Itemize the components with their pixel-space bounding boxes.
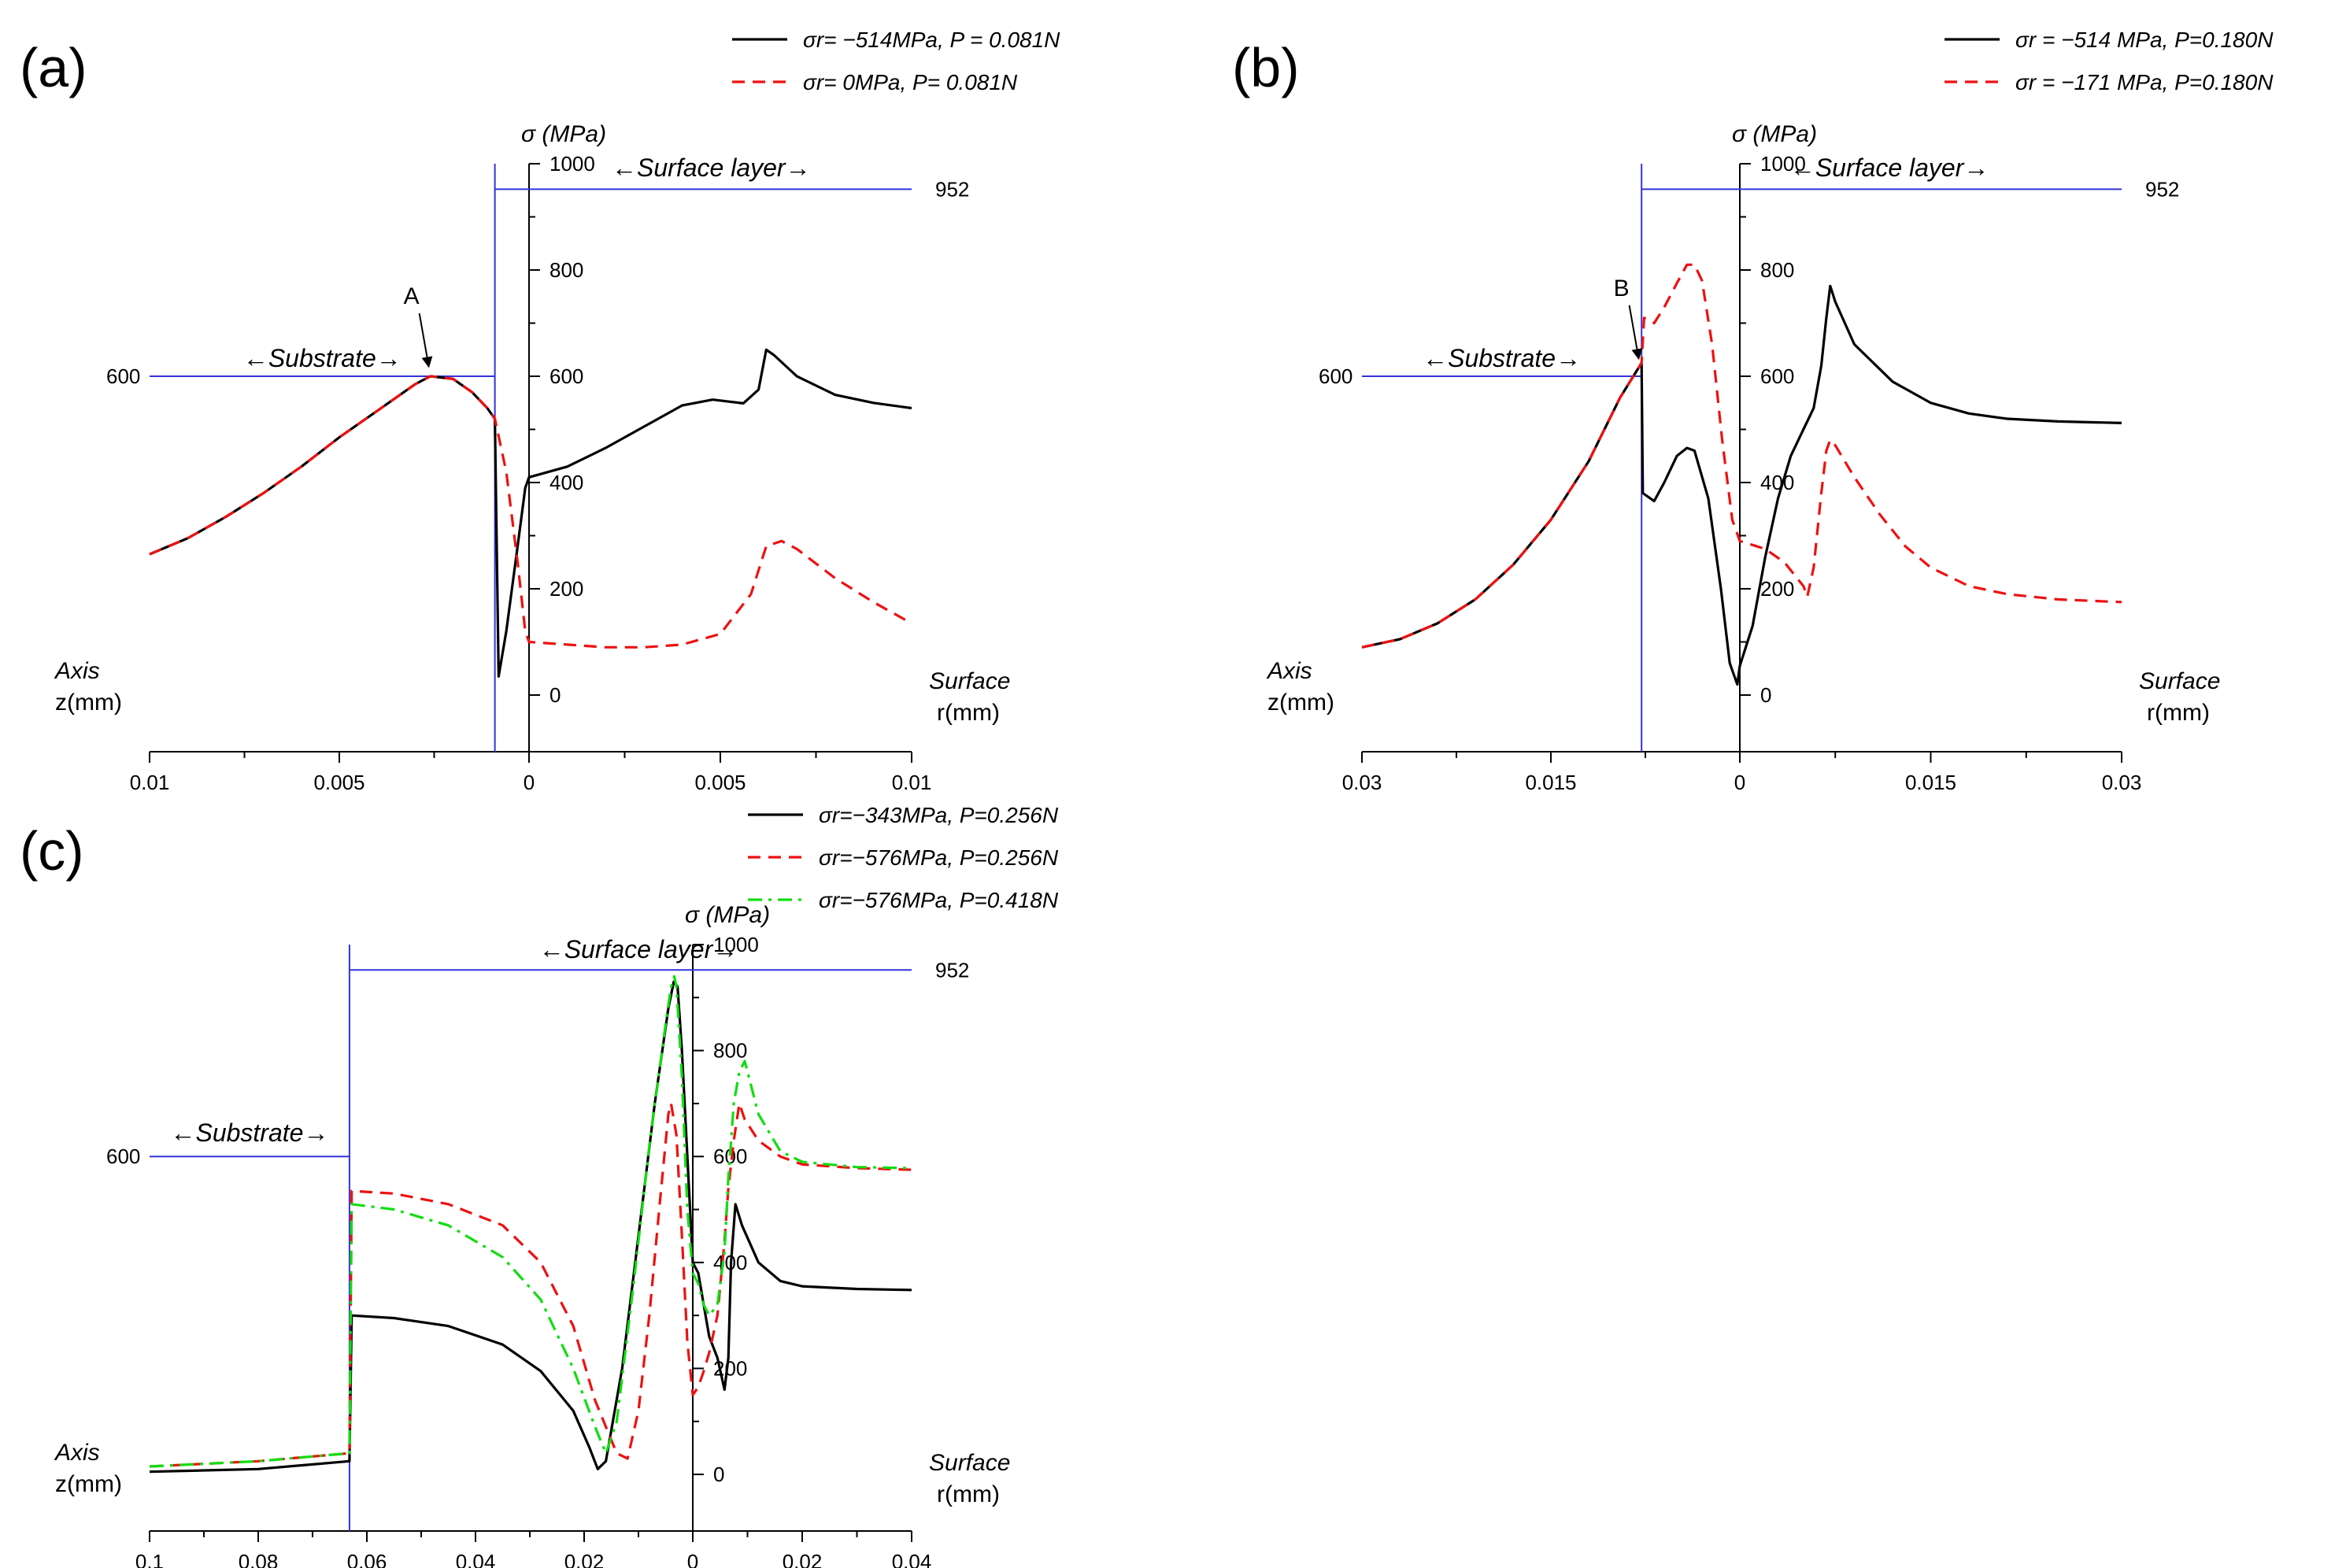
y-tick-label: 200 <box>549 577 583 601</box>
x-tick-label: 0.01 <box>130 771 170 794</box>
y-tick-label: 0 <box>549 683 561 707</box>
x-tick-label: 0.005 <box>694 771 746 794</box>
x-tick-label: 0 <box>687 1550 698 1568</box>
axis-label-top: Axis <box>54 1440 100 1466</box>
ref-label-600: 600 <box>106 364 140 388</box>
y-tick-label: 200 <box>1760 577 1794 601</box>
panel-label: (c) <box>20 820 84 882</box>
surface-label-top: Surface <box>929 668 1010 694</box>
y-tick-label: 400 <box>1760 471 1794 494</box>
annotation-arrow <box>1628 305 1643 361</box>
panel-b: (b) 0.03 0.015 0 0.015 0.03 Axis z(mm) Surface r(… <box>1232 28 2274 794</box>
axis-label-unit: z(mm) <box>55 1471 122 1497</box>
substrate-label: ←Substrate→ <box>1423 344 1581 372</box>
x-tick-label: 0.03 <box>2102 771 2142 794</box>
x-tick-label: 0 <box>524 771 535 794</box>
legend-label-2: σr= 0MPa, P= 0.081N <box>803 70 1018 94</box>
x-tick-label: 0.08 <box>239 1550 279 1568</box>
y-tick-label: 600 <box>1760 364 1794 388</box>
x-tick-label: 0.02 <box>783 1550 823 1568</box>
y-axis-title: σ (MPa) <box>685 902 770 928</box>
substrate-label: ←Substrate→ <box>170 1119 328 1147</box>
panel-c: (c) 0.1 0.08 0.06 0.04 0.02 0 0.02 0.04 Axis z(mm)… <box>20 803 1059 1568</box>
axis-label-top: Axis <box>1266 658 1312 684</box>
y-tick-label: 1000 <box>549 152 595 176</box>
y-tick-label: 1000 <box>713 933 759 956</box>
y-axis-title: σ (MPa) <box>1732 121 1817 147</box>
series-line-2 <box>1361 263 2122 649</box>
surface-label-unit: r(mm) <box>937 700 1000 726</box>
series-line-2 <box>149 375 912 649</box>
annotation-label: B <box>1614 276 1630 301</box>
legend-label-3: σr=−576MPa, P=0.418N <box>819 888 1059 912</box>
legend-label-2: σr=−576MPa, P=0.256N <box>819 845 1059 870</box>
y-axis-title: σ (MPa) <box>521 121 606 147</box>
x-tick-label: 0.04 <box>456 1550 496 1568</box>
legend-label-2: σr = −171 MPa, P=0.180N <box>2015 70 2274 94</box>
x-tick-label: 0.015 <box>1905 771 1956 794</box>
panel-a: (a) 0.01 0.005 0 0.005 0.01 Axis z(mm) Surface r(… <box>20 28 1060 794</box>
x-tick-label: 0.06 <box>347 1550 387 1568</box>
panel-label: (a) <box>20 37 87 98</box>
axis-label-unit: z(mm) <box>55 690 122 716</box>
ref-label-600: 600 <box>106 1145 140 1168</box>
axis-label-top: Axis <box>54 658 100 684</box>
ref-label-952: 952 <box>935 958 969 982</box>
annotation-arrow <box>418 312 433 368</box>
annotation-label: A <box>404 283 420 309</box>
y-tick-label: 0 <box>1760 683 1771 707</box>
x-tick-label: 0.03 <box>1342 771 1382 794</box>
legend-label-1: σr=−343MPa, P=0.256N <box>819 803 1059 827</box>
series-line-3 <box>149 974 912 1468</box>
legend-label-1: σr = −514 MPa, P=0.180N <box>2015 28 2274 52</box>
surface-label-top: Surface <box>929 1450 1010 1476</box>
y-tick-label: 400 <box>549 471 583 494</box>
axis-label-unit: z(mm) <box>1267 690 1334 716</box>
x-tick-label: 0.01 <box>892 771 932 794</box>
series-line-1 <box>149 348 912 679</box>
y-tick-label: 800 <box>713 1039 747 1063</box>
surface-label-unit: r(mm) <box>2147 700 2210 726</box>
series-line-2 <box>149 1102 912 1468</box>
surface-label-top: Surface <box>2139 668 2220 694</box>
surface-layer-label: ←Surface layer→ <box>539 935 738 963</box>
y-tick-label: 800 <box>1760 258 1794 282</box>
series-line-1 <box>1361 284 2122 686</box>
surface-label-unit: r(mm) <box>937 1481 1000 1507</box>
x-tick-label: 0.02 <box>564 1550 605 1568</box>
panel-label: (b) <box>1232 37 1300 98</box>
ref-label-952: 952 <box>2145 177 2179 201</box>
x-tick-label: 0 <box>1734 771 1745 794</box>
y-tick-label: 600 <box>549 364 583 388</box>
y-tick-label: 1000 <box>1760 152 1806 176</box>
x-tick-label: 0.1 <box>135 1550 164 1568</box>
ref-label-952: 952 <box>935 177 969 201</box>
legend-label-1: σr= −514MPa, P = 0.081N <box>803 28 1060 52</box>
substrate-label: ←Substrate→ <box>243 344 401 372</box>
x-tick-label: 0.04 <box>892 1550 932 1568</box>
surface-layer-label: ←Surface layer→ <box>1790 153 1989 182</box>
surface-layer-label: ←Surface layer→ <box>612 153 811 182</box>
ref-label-600: 600 <box>1319 364 1352 388</box>
series-line-1 <box>149 980 912 1474</box>
y-tick-label: 0 <box>713 1463 724 1486</box>
y-tick-label: 800 <box>549 258 583 282</box>
x-tick-label: 0.005 <box>313 771 364 794</box>
x-tick-label: 0.015 <box>1525 771 1576 794</box>
